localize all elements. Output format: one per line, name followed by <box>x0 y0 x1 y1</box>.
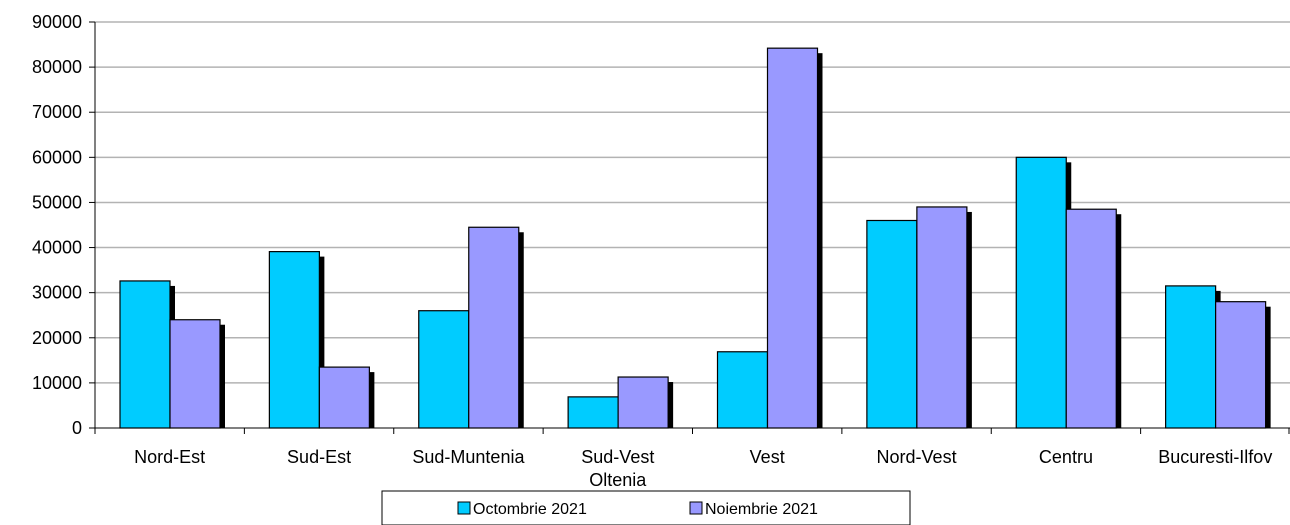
bar <box>766 47 819 429</box>
y-tick-label: 90000 <box>32 12 82 32</box>
bar <box>617 376 669 429</box>
legend-label-noiembrie: Noiembrie 2021 <box>705 501 818 518</box>
bar-noiembrie-1 <box>318 366 375 429</box>
y-tick-label: 60000 <box>32 147 82 167</box>
axes <box>89 21 1290 434</box>
x-tick-label: Vest <box>750 447 785 467</box>
bar-octombrie-6 <box>1015 156 1072 429</box>
bar-noiembrie-0 <box>169 319 225 429</box>
x-tick-label: Nord-Est <box>134 447 205 467</box>
legend-swatch-octombrie <box>457 501 471 515</box>
x-tick-label: Centru <box>1039 447 1093 467</box>
bar-noiembrie-7 <box>1215 301 1271 429</box>
bar-noiembrie-3 <box>617 376 674 429</box>
bar <box>1165 285 1217 429</box>
x-tick-label: Nord-Vest <box>877 447 957 467</box>
bar <box>169 319 221 429</box>
bar-octombrie-2 <box>418 310 474 429</box>
y-tick-label: 0 <box>72 418 82 438</box>
bar-octombrie-3 <box>567 396 624 429</box>
y-tick-label: 50000 <box>32 192 82 212</box>
bar <box>268 251 320 429</box>
bar-noiembrie-2 <box>468 226 524 429</box>
legend-label-octombrie: Octombrie 2021 <box>473 501 587 518</box>
bar <box>1215 301 1267 429</box>
x-axis-ticks: Nord-Est Sud-Est Sud-Muntenia Sud-Vest Olten… <box>134 447 1272 490</box>
bar-octombrie-1 <box>268 251 325 429</box>
bar-octombrie-4 <box>716 351 773 429</box>
x-tick-label: Bucuresti-Ilfov <box>1158 447 1272 467</box>
y-axis-ticks: 0 10000 20000 30000 40000 50000 60000 70000 8000… <box>32 12 82 438</box>
bar <box>119 280 171 429</box>
bars <box>119 47 1271 429</box>
bar <box>318 366 370 429</box>
x-tick-label: Sud-Est <box>287 447 351 467</box>
legend-swatch-noiembrie <box>689 501 703 515</box>
bar <box>567 396 619 429</box>
bar-noiembrie-6 <box>1065 208 1122 429</box>
x-tick-label: Sud-Vest <box>581 447 654 467</box>
y-tick-label: 30000 <box>32 283 82 303</box>
legend: Octombrie 2021 Noiembrie 2021 <box>381 490 911 525</box>
bar-octombrie-5 <box>866 219 922 429</box>
x-tick-label: Oltenia <box>589 470 647 490</box>
bar-octombrie-7 <box>1165 285 1221 429</box>
y-tick-label: 20000 <box>32 328 82 348</box>
y-tick-label: 80000 <box>32 57 82 77</box>
bar <box>866 219 918 429</box>
x-tick-label: Sud-Muntenia <box>412 447 525 467</box>
bar-octombrie-0 <box>119 280 175 429</box>
bar <box>716 351 769 429</box>
bar-noiembrie-4 <box>766 47 823 429</box>
bar <box>1065 208 1117 429</box>
bar <box>468 226 520 429</box>
bar-noiembrie-5 <box>916 206 972 429</box>
y-tick-label: 40000 <box>32 238 82 258</box>
y-tick-label: 10000 <box>32 373 82 393</box>
bar <box>1015 156 1067 429</box>
bar <box>916 206 968 429</box>
y-tick-label: 70000 <box>32 102 82 122</box>
bar <box>418 310 470 429</box>
